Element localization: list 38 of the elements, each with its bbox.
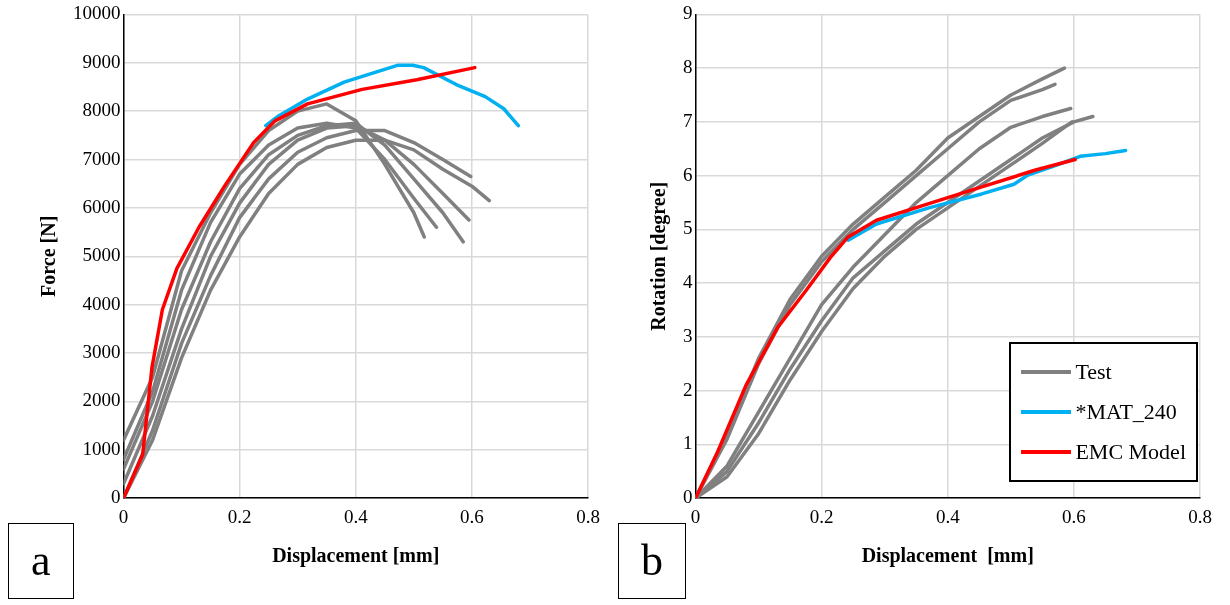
y-tick-label: 0 [111, 486, 121, 508]
legend-label: Test [1075, 359, 1112, 386]
y-tick-label: 4000 [82, 292, 121, 314]
x-axis-title: Displacement [mm] [861, 544, 1034, 568]
x-tick-label: 0.6 [1062, 505, 1086, 527]
y-tick-label: 7 [683, 109, 693, 131]
y-tick-label: 4 [683, 271, 693, 293]
y-tick-label: 6000 [82, 195, 121, 217]
x-tick-label: 0.2 [809, 505, 834, 527]
y-axis-title: Rotation [degree] [647, 181, 671, 331]
x-tick-label: 0.4 [935, 505, 961, 527]
legend-label: *MAT_240 [1075, 399, 1177, 426]
y-tick-label: 7000 [82, 147, 121, 169]
x-tick-label: 0.8 [576, 505, 600, 527]
y-tick-label: 9000 [82, 50, 121, 72]
y-tick-label: 5000 [82, 244, 121, 266]
y-tick-label: 5 [683, 217, 693, 239]
y-tick-label: 8 [683, 56, 693, 78]
y-tick-label: 3000 [82, 341, 121, 363]
y-tick-label: 9 [683, 2, 693, 24]
y-tick-label: 10000 [73, 2, 121, 24]
x-tick-label: 0.6 [460, 505, 484, 527]
text: a [8, 523, 74, 599]
y-tick-label: 2 [683, 378, 693, 400]
x-axis-title: Displacement [mm] [272, 544, 440, 568]
y-tick-label: 2000 [82, 389, 121, 411]
y-tick-label: 6 [683, 163, 693, 185]
x-tick-label: 0.8 [1188, 505, 1212, 527]
text: b [618, 523, 686, 599]
legend-label: EMC Model [1075, 439, 1186, 466]
y-tick-label: 8000 [82, 99, 121, 121]
y-tick-label: 1000 [82, 437, 121, 459]
y-tick-label: 1 [683, 432, 693, 454]
x-tick-label: 0.4 [343, 505, 369, 527]
x-tick-label: 0.2 [227, 505, 252, 527]
y-axis-title: Force [N] [37, 215, 60, 297]
y-tick-label: 0 [683, 486, 693, 508]
y-tick-label: 3 [683, 324, 693, 346]
